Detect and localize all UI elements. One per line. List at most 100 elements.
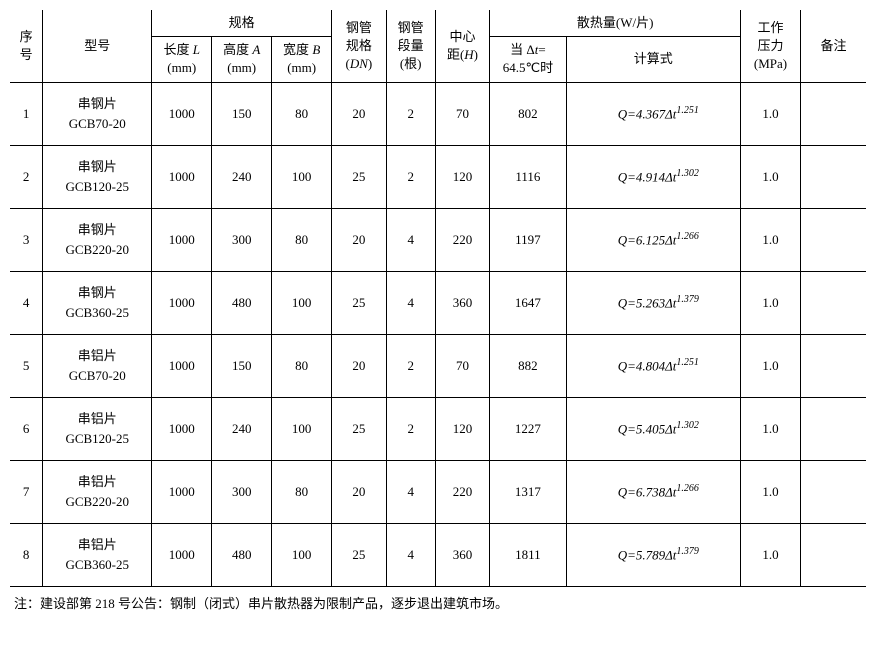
cell-remark [801,271,867,334]
hdr-press-l1: 工作 [758,20,784,35]
cell-len: 1000 [152,208,212,271]
cell-dn: 20 [332,460,387,523]
cell-seg: 2 [386,82,435,145]
cell-remark [801,208,867,271]
cell-cd: 70 [435,82,490,145]
cell-heat: 1227 [490,397,566,460]
cell-heat: 882 [490,334,566,397]
cell-heat: 1116 [490,145,566,208]
cell-remark [801,397,867,460]
cell-len: 1000 [152,82,212,145]
table-row: 1串钢片GCB70-2010001508020270802Q=4.367Δt1.… [10,82,866,145]
cell-height: 300 [212,208,272,271]
hdr-cd-l1: 中心 [449,29,475,44]
cell-seg: 4 [386,271,435,334]
cell-dn: 25 [332,397,387,460]
cell-remark [801,334,867,397]
cell-heat: 802 [490,82,566,145]
cell-remark [801,460,867,523]
cell-height: 150 [212,334,272,397]
cell-seg: 4 [386,523,435,586]
col-heat: 散热量(W/片) [490,10,741,37]
cell-dn: 20 [332,334,387,397]
cell-press: 1.0 [741,397,801,460]
table-row: 3串钢片GCB220-201000300802042201197Q=6.125Δ… [10,208,866,271]
cell-height: 300 [212,460,272,523]
cell-press: 1.0 [741,271,801,334]
cell-dn: 20 [332,208,387,271]
cell-height: 240 [212,397,272,460]
cell-formula: Q=5.789Δt1.379 [566,523,740,586]
cell-cd: 120 [435,397,490,460]
hdr-press-l2: 压力 [758,38,784,53]
table-row: 7串铝片GCB220-201000300802042201317Q=6.738Δ… [10,460,866,523]
cell-formula: Q=6.738Δt1.266 [566,460,740,523]
cell-formula: Q=4.914Δt1.302 [566,145,740,208]
cell-seq: 5 [10,334,43,397]
cell-width: 100 [272,397,332,460]
cell-press: 1.0 [741,523,801,586]
cell-width: 100 [272,145,332,208]
col-pressure: 工作压力(MPa) [741,10,801,82]
col-pipe-spec: 钢管规格(DN) [332,10,387,82]
col-remark: 备注 [801,10,867,82]
cell-heat: 1811 [490,523,566,586]
table-row: 5串铝片GCB70-2010001508020270882Q=4.804Δt1.… [10,334,866,397]
cell-press: 1.0 [741,82,801,145]
cell-cd: 120 [435,145,490,208]
col-heat-at: 当 Δt=64.5℃时 [490,37,566,82]
table-header: 序号 型号 规格 钢管规格(DN) 钢管段量(根) 中心距(H) 散热量(W/片… [10,10,866,82]
cell-model: 串钢片GCB220-20 [43,208,152,271]
cell-model: 串钢片GCB120-25 [43,145,152,208]
cell-width: 100 [272,271,332,334]
col-seq: 序号 [10,10,43,82]
cell-seq: 6 [10,397,43,460]
col-height: 高度 A(mm) [212,37,272,82]
cell-dn: 25 [332,271,387,334]
cell-cd: 220 [435,460,490,523]
cell-height: 240 [212,145,272,208]
cell-width: 80 [272,460,332,523]
radiator-spec-table: 序号 型号 规格 钢管规格(DN) 钢管段量(根) 中心距(H) 散热量(W/片… [10,10,866,587]
cell-height: 150 [212,82,272,145]
hdr-seg-l2: 段量 [398,38,424,53]
table-row: 8串铝片GCB360-2510004801002543601811Q=5.789… [10,523,866,586]
table-row: 6串铝片GCB120-2510002401002521201227Q=5.405… [10,397,866,460]
cell-seq: 7 [10,460,43,523]
cell-model: 串铝片GCB70-20 [43,334,152,397]
cell-seq: 1 [10,82,43,145]
cell-model: 串钢片GCB360-25 [43,271,152,334]
cell-press: 1.0 [741,145,801,208]
cell-seq: 2 [10,145,43,208]
cell-cd: 360 [435,271,490,334]
cell-model: 串铝片GCB220-20 [43,460,152,523]
cell-seq: 8 [10,523,43,586]
table-row: 2串钢片GCB120-2510002401002521201116Q=4.914… [10,145,866,208]
cell-press: 1.0 [741,208,801,271]
cell-len: 1000 [152,397,212,460]
col-spec: 规格 [152,10,332,37]
table-row: 4串钢片GCB360-2510004801002543601647Q=5.263… [10,271,866,334]
footnote: 注：建设部第 218 号公告：钢制（闭式）串片散热器为限制产品，逐步退出建筑市场… [10,587,866,612]
cell-seq: 4 [10,271,43,334]
cell-formula: Q=5.405Δt1.302 [566,397,740,460]
cell-len: 1000 [152,271,212,334]
cell-width: 100 [272,523,332,586]
cell-model: 串铝片GCB120-25 [43,397,152,460]
cell-len: 1000 [152,334,212,397]
cell-formula: Q=6.125Δt1.266 [566,208,740,271]
cell-dn: 20 [332,82,387,145]
cell-model: 串铝片GCB360-25 [43,523,152,586]
col-model: 型号 [43,10,152,82]
cell-seg: 4 [386,208,435,271]
cell-len: 1000 [152,460,212,523]
cell-heat: 1197 [490,208,566,271]
cell-cd: 360 [435,523,490,586]
cell-dn: 25 [332,523,387,586]
hdr-pipe-spec-l2: 规格 [346,38,372,53]
cell-seg: 4 [386,460,435,523]
cell-model: 串钢片GCB70-20 [43,82,152,145]
cell-heat: 1317 [490,460,566,523]
table-body: 1串钢片GCB70-2010001508020270802Q=4.367Δt1.… [10,82,866,586]
cell-len: 1000 [152,145,212,208]
